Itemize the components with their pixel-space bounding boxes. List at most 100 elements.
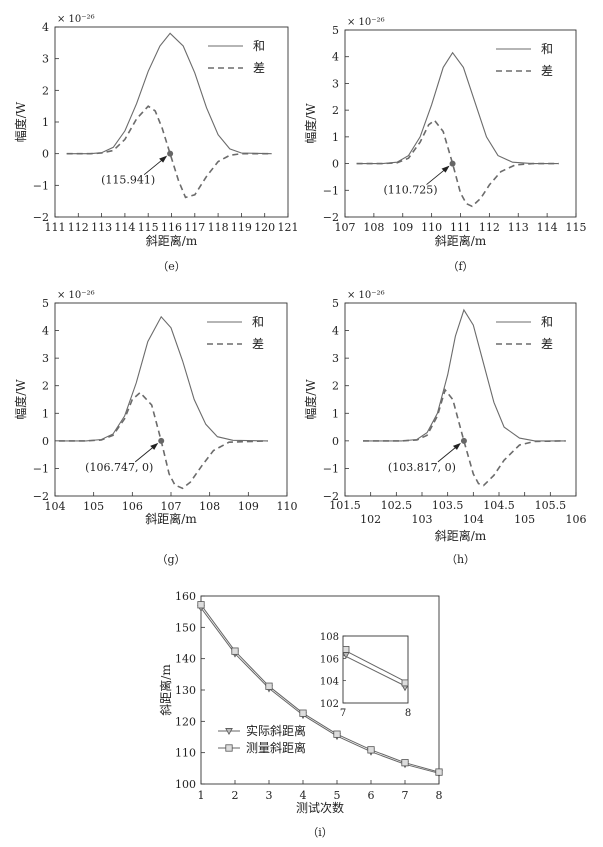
x-tick-label: 116 [161,221,182,234]
x-tick-label: 113 [508,221,529,234]
annotation-label: (106.747, 0) [85,461,153,474]
x-tick-label: 2 [232,789,239,802]
y-tick-label: 160 [175,590,196,603]
figure-caption: （g） [156,553,185,566]
inset-y-tick-label: 104 [320,677,339,688]
y-tick-label: 0 [332,435,339,448]
square-marker [225,744,233,752]
inset-chart: 102 104 106 108 7 8 [320,632,411,719]
series-line-sum [356,51,559,165]
y-tick-label: 4 [42,325,49,338]
series-line-sum [58,315,268,442]
y-tick-label: 2 [332,380,339,393]
annotation-label: (103.817, 0) [388,461,456,474]
square-marker [401,759,409,767]
y-axis-label: 幅度/W [303,103,318,144]
y-tick-label: −1 [323,184,339,197]
x-tick-label: 1 [198,789,205,802]
square-marker [265,682,273,690]
x-tick-label: 6 [368,789,375,802]
legend-label: 差 [253,61,265,75]
x-tick-label: 109 [392,221,413,234]
annotation-label: (115.941) [101,174,155,187]
inset-y-tick-label: 106 [320,654,339,665]
y-axis-label: 幅度/W [13,101,28,142]
square-marker [333,730,341,738]
x-tick-label: 110 [277,500,298,513]
x-tick-label: 113 [91,221,112,234]
y-axis-label: 幅度/W [303,379,318,420]
inset-y-tick-label: 108 [320,632,339,643]
x-axis-label: 斜距离/m [435,233,487,248]
y-tick-label: 2 [42,380,49,393]
x-tick-label: 117 [184,221,205,234]
x-tick-label: 5 [334,789,341,802]
x-tick-label: 7 [402,789,409,802]
x-tick-label: 104 [45,500,66,513]
y-tick-label: 3 [42,352,49,365]
inset-line-measured [342,648,409,684]
y-axis-label: 幅度/W [13,379,28,420]
y-tick-label: 1 [332,131,339,144]
y-tick-label: 100 [175,778,196,791]
y-tick-label: 3 [332,352,339,365]
y-tick-label: 5 [332,24,339,37]
x-tick-label: 3 [266,789,273,802]
y-tick-label: 150 [175,621,196,634]
legend-label: 测量斜距离 [246,740,306,755]
legend-label: 差 [541,64,553,78]
x-tick-label: 121 [278,221,299,234]
annotation-arrowhead [150,442,159,450]
legend-label: 和 [541,42,553,56]
x-axis-label: 测试次数 [296,800,344,815]
zero-crossing-marker [449,160,456,167]
x-tick-label: 106 [566,513,587,526]
series-line-diff [363,388,566,487]
y-tick-label: 0 [332,158,339,171]
inset-line-actual [342,654,409,688]
x-tick-label: 105 [83,500,104,513]
x-tick-label: 115 [138,221,159,234]
y-tick-label: 4 [332,325,339,338]
y-tick-label: 4 [42,21,49,34]
square-marker [367,746,375,754]
legend-label: 和 [252,315,264,329]
x-tick-label: 114 [114,221,135,234]
x-tick-label: 108 [199,500,220,513]
square-marker [342,646,350,653]
x-tick-label: 102.5 [381,499,413,512]
square-marker [401,679,409,687]
plot-frame [54,26,289,218]
annotation-label: (110.725) [384,184,438,197]
y-tick-label: −2 [323,490,339,503]
chart-h: 101.5102102.5103103.5104104.5105105.5106… [303,290,587,566]
chart-e: 111 112 113 114 115 116 117 118 119 120 121 −2 −1 0 1 2… [13,14,299,273]
x-tick-label: 115 [566,221,587,234]
y-tick-label: 140 [175,653,196,666]
x-tick-label: 120 [254,221,275,234]
x-tick-label: 114 [537,221,558,234]
x-tick-label: 110 [421,221,442,234]
inset-x-tick-label: 7 [340,708,346,719]
y-tick-label: 1 [332,407,339,420]
x-axis-label: 斜距离/m [145,511,197,526]
y-tick-label: 3 [332,77,339,90]
exponent-label: × 10⁻²⁶ [347,290,385,301]
x-tick-label: 109 [238,500,259,513]
y-tick-label: 3 [42,53,49,66]
x-tick-label: 107 [161,500,182,513]
y-tick-label: −1 [323,462,339,475]
chart-i: 1 2 3 4 5 6 7 8 100 110 120 130 140 150 160 测试次数 斜距离/m （i… [158,590,443,839]
zero-crossing-marker [460,437,467,444]
series-line-diff [356,119,559,208]
series-line-sum [66,32,272,155]
y-tick-label: −1 [33,462,49,475]
triangle-marker [225,728,233,736]
zero-crossing-marker [158,437,165,444]
annotation-arrowhead [452,442,461,450]
chart-g: 104 105 106 107 108 109 110 −2 −1 0 1 2 3 4 5 × 10⁻²⁶ 斜距… [13,290,298,566]
y-tick-label: 130 [175,684,196,697]
y-tick-label: 0 [42,148,49,161]
exponent-label: × 10⁻²⁶ [57,290,95,301]
x-tick-label: 108 [363,221,384,234]
